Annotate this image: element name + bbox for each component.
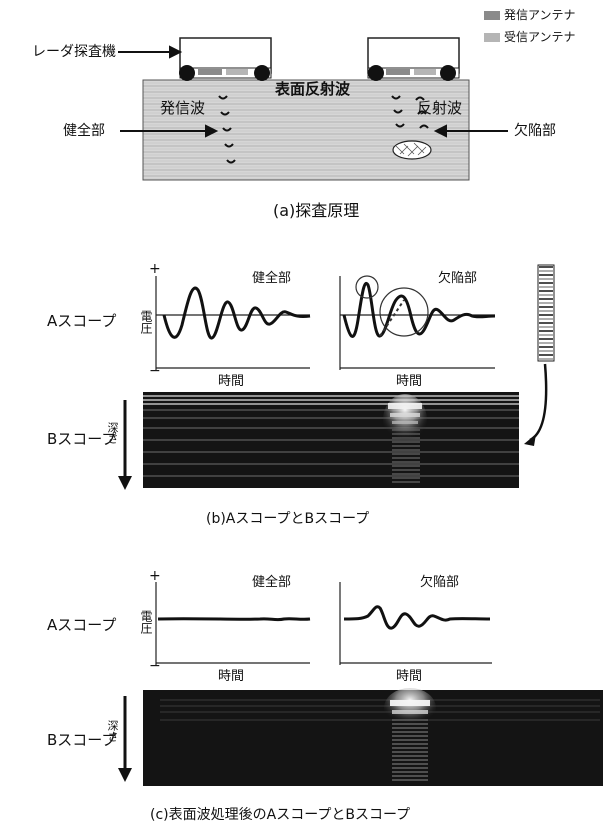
surface-wave-label: 表面反射波 [275, 80, 351, 98]
b-ascope-healthy-waveform [162, 286, 311, 340]
c-ascope-label: Aスコープ [47, 616, 117, 634]
c-bscope-image [143, 688, 603, 786]
b-plus-sign: + [149, 261, 161, 277]
b-depth-label: 深さ [106, 422, 119, 444]
defect-reflection-dotted [379, 299, 405, 337]
c-time-label-healthy: 時間 [218, 669, 245, 684]
reflected-wave-label: 反射波 [417, 99, 463, 117]
defect-part-label-a: 欠陥部 [514, 123, 556, 139]
legend-transmit-label: 発信アンテナ [504, 8, 576, 22]
radar-unit-left [179, 37, 272, 81]
c-ascope-healthy-axes [155, 582, 310, 665]
b-time-label-healthy: 時間 [218, 374, 245, 389]
bscope-color-bar [537, 264, 555, 362]
defect-surface-peak-circle [355, 275, 379, 299]
caption-a: (a)探査原理 [273, 201, 360, 220]
emitted-wave-marks-right [391, 95, 405, 128]
c-ascope-defect-axes [339, 582, 492, 665]
emitted-wave-label: 発信波 [160, 99, 206, 117]
radar-label: レーダ探査機 [32, 44, 116, 60]
b-ascope-defect-waveform [342, 281, 496, 338]
b-bscope-image [143, 392, 519, 488]
c-minus-sign: − [149, 658, 161, 674]
b-ascope-label: Aスコープ [47, 312, 117, 330]
c-time-label-defect: 時間 [396, 669, 423, 684]
c-plus-sign: + [149, 568, 161, 584]
c-voltage-label: 電圧 [139, 610, 153, 634]
bscope-curved-arrow [529, 363, 548, 442]
b-bscope-label: Bスコープ [47, 430, 117, 448]
b-voltage-label: 電圧 [139, 310, 153, 334]
b-minus-sign: − [149, 363, 161, 379]
c-ascope-healthy-waveform [157, 617, 311, 622]
c-ascope-defect-waveform [343, 605, 491, 630]
c-depth-label: 深さ [106, 720, 119, 742]
defect-reflection-circle [379, 287, 429, 337]
b-ascope-healthy-axes [155, 276, 310, 370]
c-defect-part-label: 欠陥部 [420, 575, 460, 590]
radar-unit-right [367, 37, 460, 81]
c-bscope-label: Bスコープ [47, 731, 117, 749]
defect-ellipse [392, 140, 432, 160]
b-healthy-part-label: 健全部 [252, 271, 292, 286]
reflected-wave-marks [415, 96, 429, 129]
b-defect-part-label: 欠陥部 [438, 271, 478, 286]
emitted-wave-marks-left [218, 95, 236, 164]
healthy-part-label-a: 健全部 [63, 123, 105, 139]
c-healthy-part-label: 健全部 [252, 575, 292, 590]
transmit-antenna-swatch [484, 11, 500, 20]
receive-antenna-swatch [484, 33, 500, 42]
caption-b: (b)AスコープとBスコープ [206, 511, 370, 527]
b-time-label-defect: 時間 [396, 374, 423, 389]
caption-c: (c)表面波処理後のAスコープとBスコープ [150, 807, 411, 823]
legend-receive-label: 受信アンテナ [504, 30, 576, 44]
